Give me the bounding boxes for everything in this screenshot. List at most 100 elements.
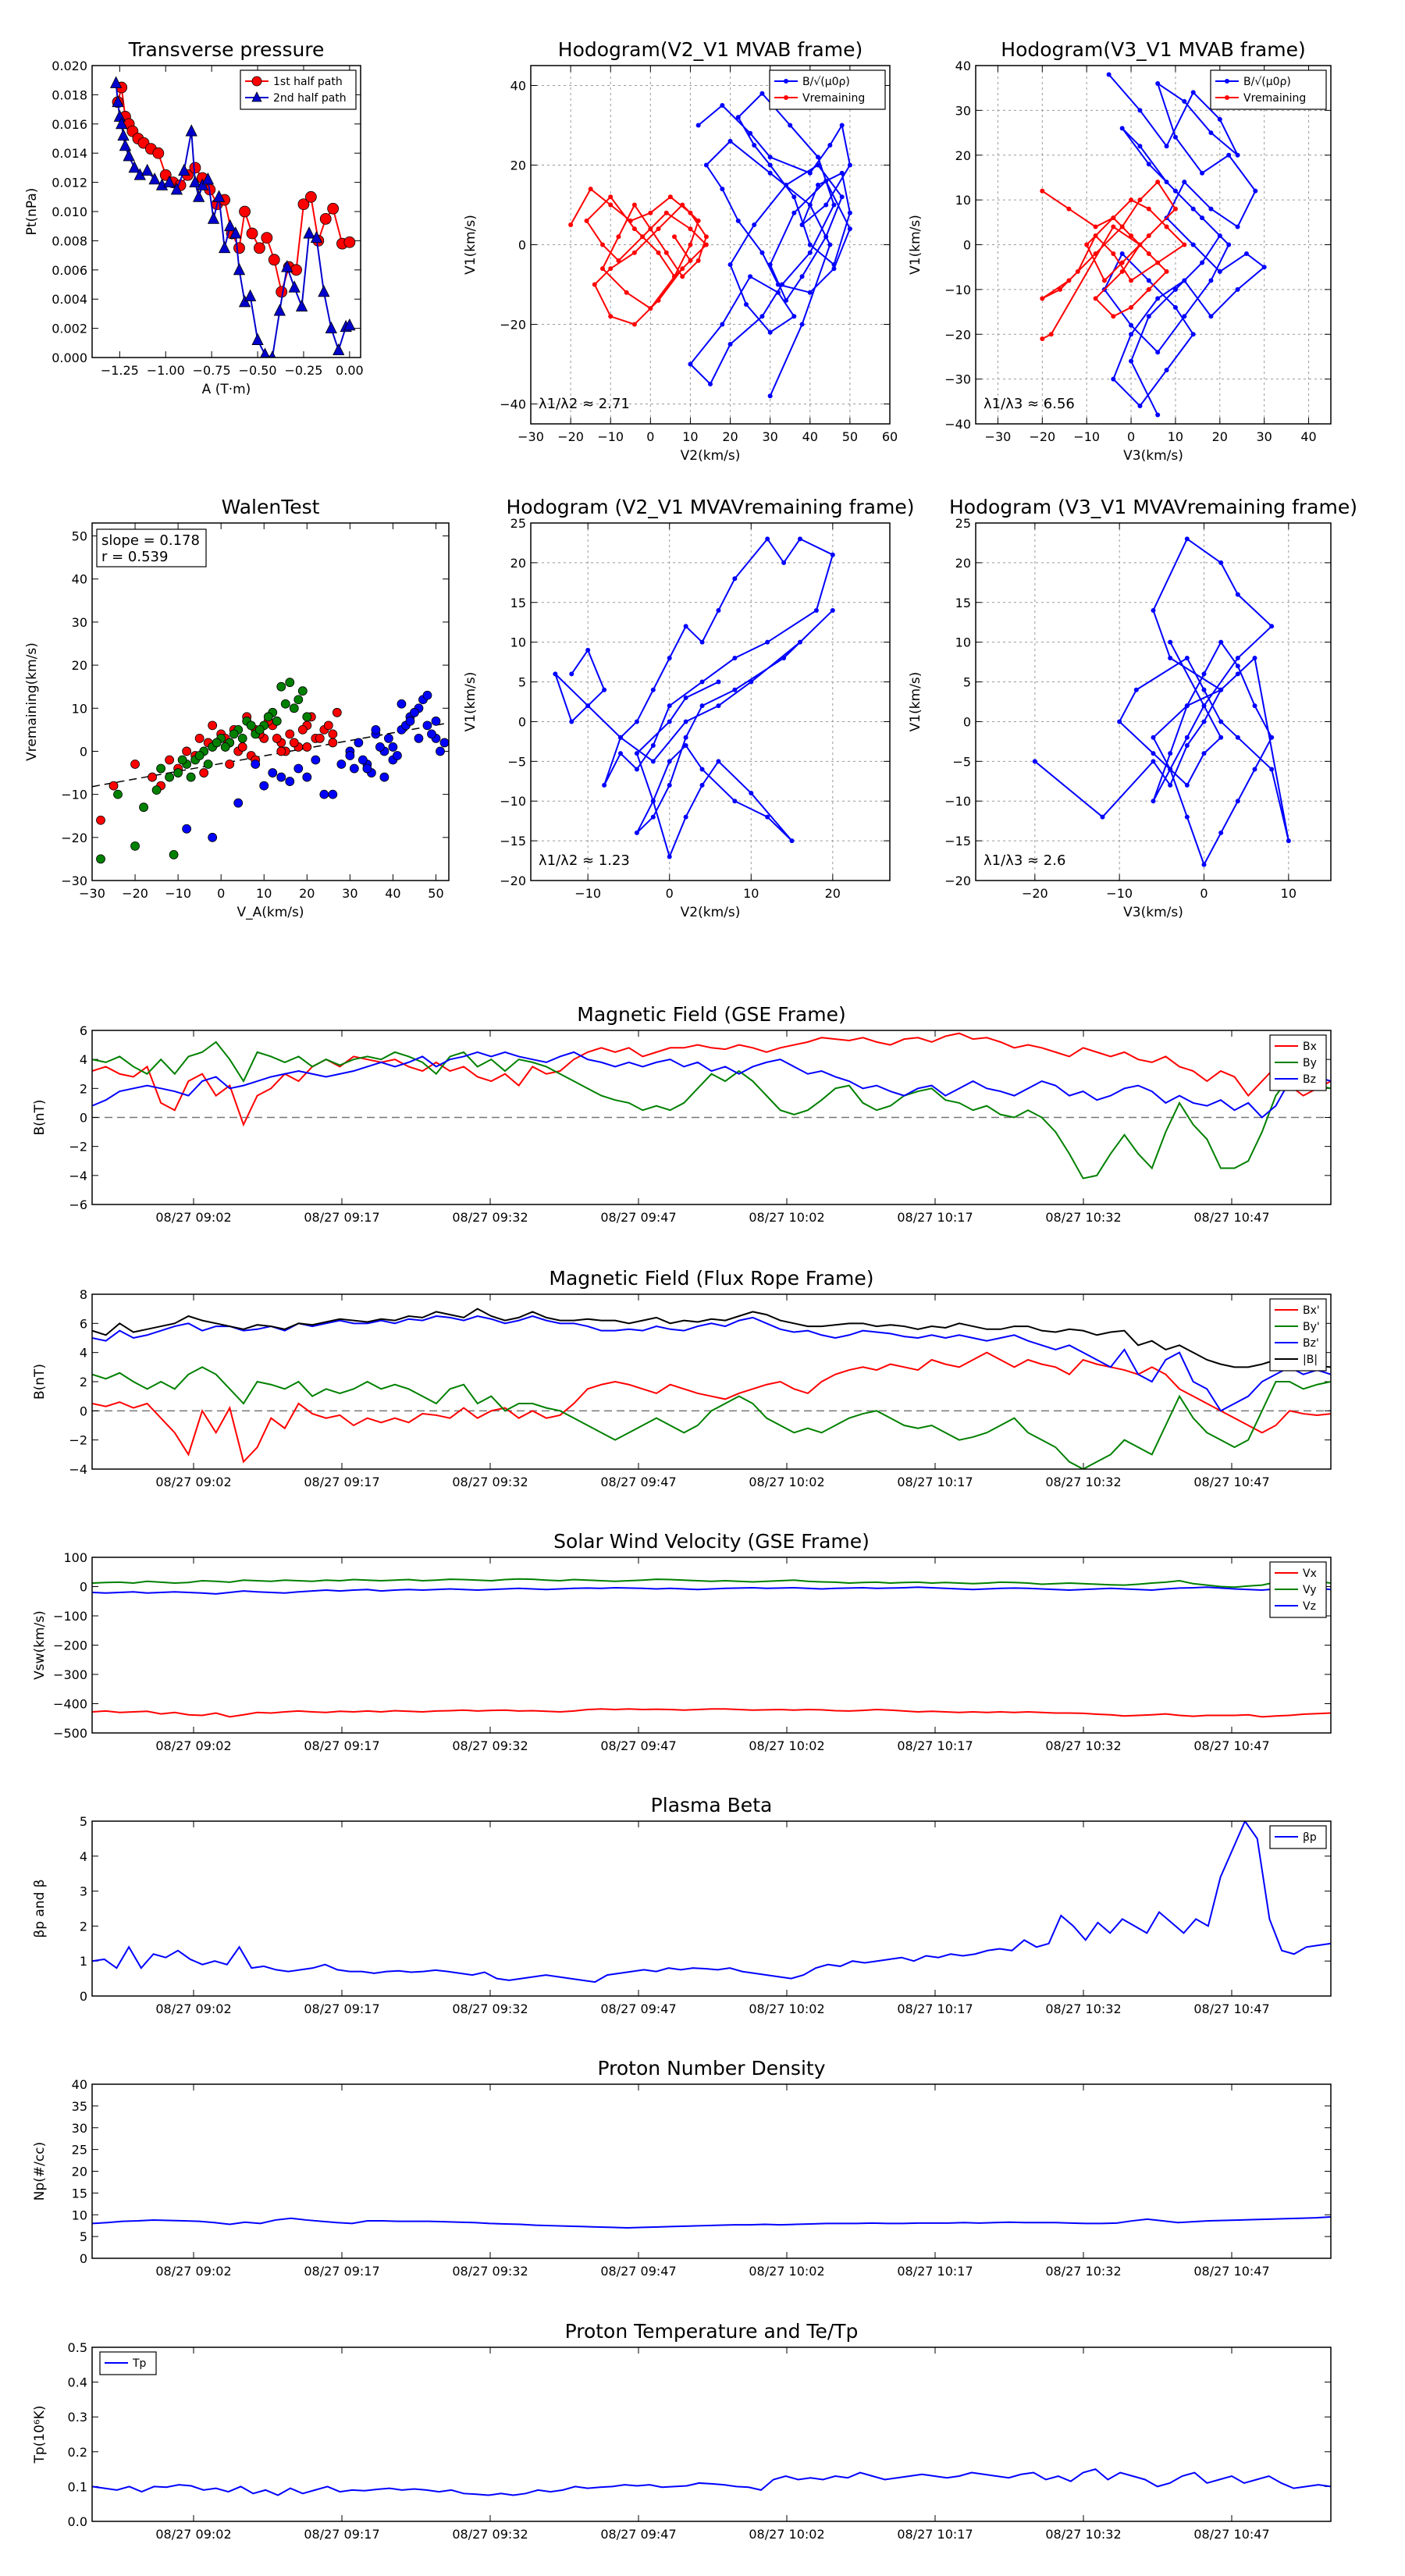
data-point <box>585 647 591 653</box>
data-point <box>716 703 721 709</box>
y-tick-label: 20 <box>72 2165 87 2179</box>
data-point <box>194 751 205 760</box>
data-point <box>1168 751 1173 756</box>
data-point <box>1182 98 1187 104</box>
data-point <box>1253 188 1258 194</box>
y-axis-label: βp and β <box>32 1879 48 1937</box>
x-tick-label: 08/27 10:47 <box>1193 2527 1269 2542</box>
x-axis-label: V2(km/s) <box>681 448 741 464</box>
data-point <box>585 703 591 709</box>
data-point <box>414 734 424 743</box>
axes-frame <box>91 522 450 881</box>
y-tick-label: −40 <box>944 417 971 432</box>
series-line-0 <box>92 2216 1331 2229</box>
data-point <box>116 116 128 130</box>
y-tick-label: 8 <box>80 1287 87 1302</box>
data-point <box>667 854 672 859</box>
data-point <box>1093 224 1098 229</box>
data-point <box>688 258 693 263</box>
series-line-0 <box>92 1032 1331 1127</box>
data-point <box>327 202 340 215</box>
data-point <box>1182 242 1187 247</box>
data-point <box>765 814 770 820</box>
plot-area <box>1032 536 1291 867</box>
legend-label: Bz' <box>1303 1337 1319 1350</box>
data-point <box>703 242 709 247</box>
chart-title: Hodogram(V2_V1 MVAB frame) <box>558 38 863 61</box>
data-point <box>1168 782 1173 788</box>
data-point <box>1184 703 1190 709</box>
data-point <box>1164 269 1169 274</box>
data-point <box>289 738 299 748</box>
data-point <box>1252 767 1257 772</box>
x-tick-label: 0 <box>1200 886 1208 901</box>
data-point <box>332 707 342 717</box>
data-point <box>212 190 226 202</box>
data-point <box>631 322 637 327</box>
x-tick-label: 08/27 09:32 <box>452 1738 528 1753</box>
plot-area <box>1040 72 1267 418</box>
data-point <box>239 205 251 218</box>
chart-title: Proton Number Density <box>598 2057 826 2080</box>
x-tick-label: 08/27 09:32 <box>452 1475 528 1489</box>
y-tick-label: 15 <box>510 596 526 610</box>
data-point <box>799 274 805 279</box>
data-point <box>688 226 693 232</box>
data-point <box>328 789 338 799</box>
data-point <box>208 832 218 842</box>
x-tick-label: 0 <box>1127 429 1135 444</box>
y-tick-label: −30 <box>944 372 971 387</box>
data-point <box>293 695 304 705</box>
legend-label: Vremaining <box>802 92 865 105</box>
chart-title: WalenTest <box>222 496 320 518</box>
y-tick-label: 0.4 <box>68 2375 87 2390</box>
legend-label: Vy <box>1303 1584 1317 1596</box>
data-point <box>1172 134 1178 140</box>
data-point <box>765 639 770 645</box>
x-axis-label: V_A(km/s) <box>237 905 304 920</box>
x-tick-label: 20 <box>825 886 841 901</box>
data-point <box>130 760 140 769</box>
y-tick-label: −4 <box>69 1462 87 1477</box>
plot-area <box>92 2216 1331 2229</box>
data-point <box>319 789 329 799</box>
x-axis-label: V3(km/s) <box>1123 448 1183 464</box>
x-tick-label: 0 <box>217 886 225 901</box>
x-tick-label: −30 <box>985 429 1012 444</box>
data-point <box>765 536 770 542</box>
series-line-0 <box>92 1708 1331 1718</box>
data-point <box>1066 278 1072 283</box>
data-point <box>170 183 183 195</box>
data-point <box>823 178 829 183</box>
chart-hod3: Hodogram (V2_V1 MVAVremaining frame) −20 −… <box>463 496 915 920</box>
plot-area <box>92 678 449 864</box>
x-tick-label: 08/27 10:02 <box>749 1475 824 1489</box>
series-line-0 <box>92 2467 1331 2496</box>
data-point <box>703 234 709 240</box>
x-tick-label: −20 <box>1022 886 1048 901</box>
x-tick-label: 10 <box>1168 429 1183 444</box>
data-point <box>667 194 673 200</box>
data-point <box>667 759 672 764</box>
data-point <box>683 742 688 748</box>
data-point <box>799 322 805 327</box>
y-tick-label: 0 <box>80 1404 87 1418</box>
data-point <box>1252 656 1257 661</box>
axes-frame <box>530 65 891 425</box>
legend-marker <box>784 79 788 84</box>
data-point <box>1137 242 1143 247</box>
data-point <box>1155 180 1161 185</box>
annotation-line: r = 0.539 <box>101 549 168 565</box>
x-tick-label: 08/27 10:32 <box>1045 1738 1121 1753</box>
legend-label: Vz <box>1303 1600 1316 1613</box>
y-tick-label: −6 <box>69 1197 87 1212</box>
x-tick-label: 08/27 09:47 <box>600 1475 676 1489</box>
data-point <box>297 686 308 696</box>
series-line-3 <box>92 1308 1331 1368</box>
data-point <box>225 760 235 769</box>
y-tick-label: 15 <box>72 2186 87 2201</box>
y-tick-label: −10 <box>500 794 526 809</box>
data-point <box>807 290 813 295</box>
data-point <box>1226 152 1232 158</box>
y-tick-label: 30 <box>955 103 971 118</box>
